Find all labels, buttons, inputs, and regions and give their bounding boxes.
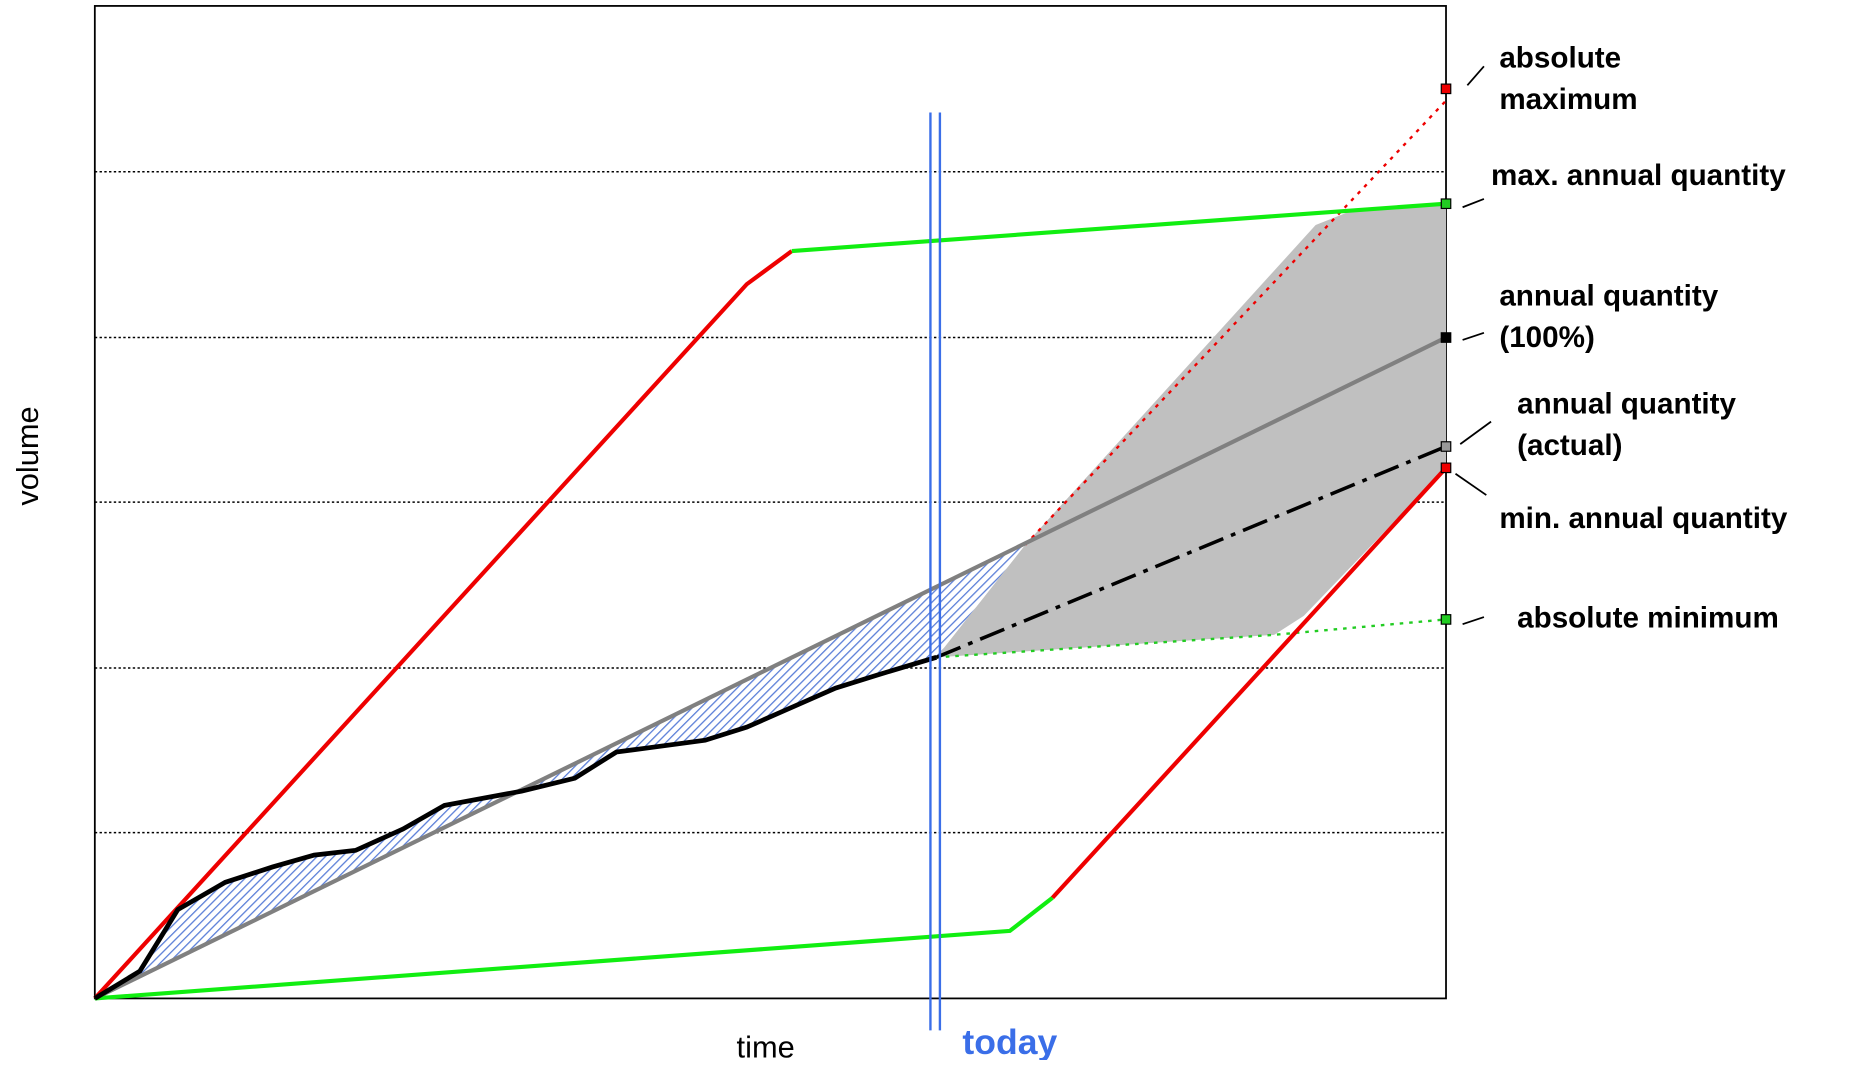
plot-area — [93, 5, 1492, 1031]
actual-forecast — [935, 444, 1447, 659]
plan-line — [93, 335, 1447, 1001]
annotation-text: annual quantity — [1499, 280, 1718, 313]
annotation-text: (100%) — [1499, 321, 1594, 354]
annotation-text: annual quantity — [1517, 387, 1736, 420]
annotation-text: max. annual quantity — [1491, 159, 1786, 192]
upper-green — [791, 201, 1447, 254]
today-label: today — [962, 1022, 1057, 1060]
lower-green — [94, 896, 1054, 1001]
annotations: absolute maximum max. annual quantity annua… — [1491, 42, 1788, 635]
lower-red — [1050, 466, 1448, 900]
today-line — [929, 112, 942, 1031]
annotation-text: absolute minimum — [1517, 602, 1779, 635]
end-markers — [1440, 83, 1452, 625]
annotation-text: absolute — [1499, 42, 1621, 75]
leader-lines — [1454, 65, 1492, 625]
x-axis-label: time — [737, 1030, 795, 1060]
absolute-max-extension — [1024, 99, 1447, 546]
y-axis-label: volume — [10, 406, 45, 505]
annotation-text: (actual) — [1517, 429, 1622, 462]
annotation-text: min. annual quantity — [1499, 502, 1788, 535]
actual-line — [93, 655, 938, 1001]
forecast-range — [936, 203, 1447, 658]
annotation-text: maximum — [1499, 83, 1637, 116]
upper-red — [93, 249, 793, 1000]
